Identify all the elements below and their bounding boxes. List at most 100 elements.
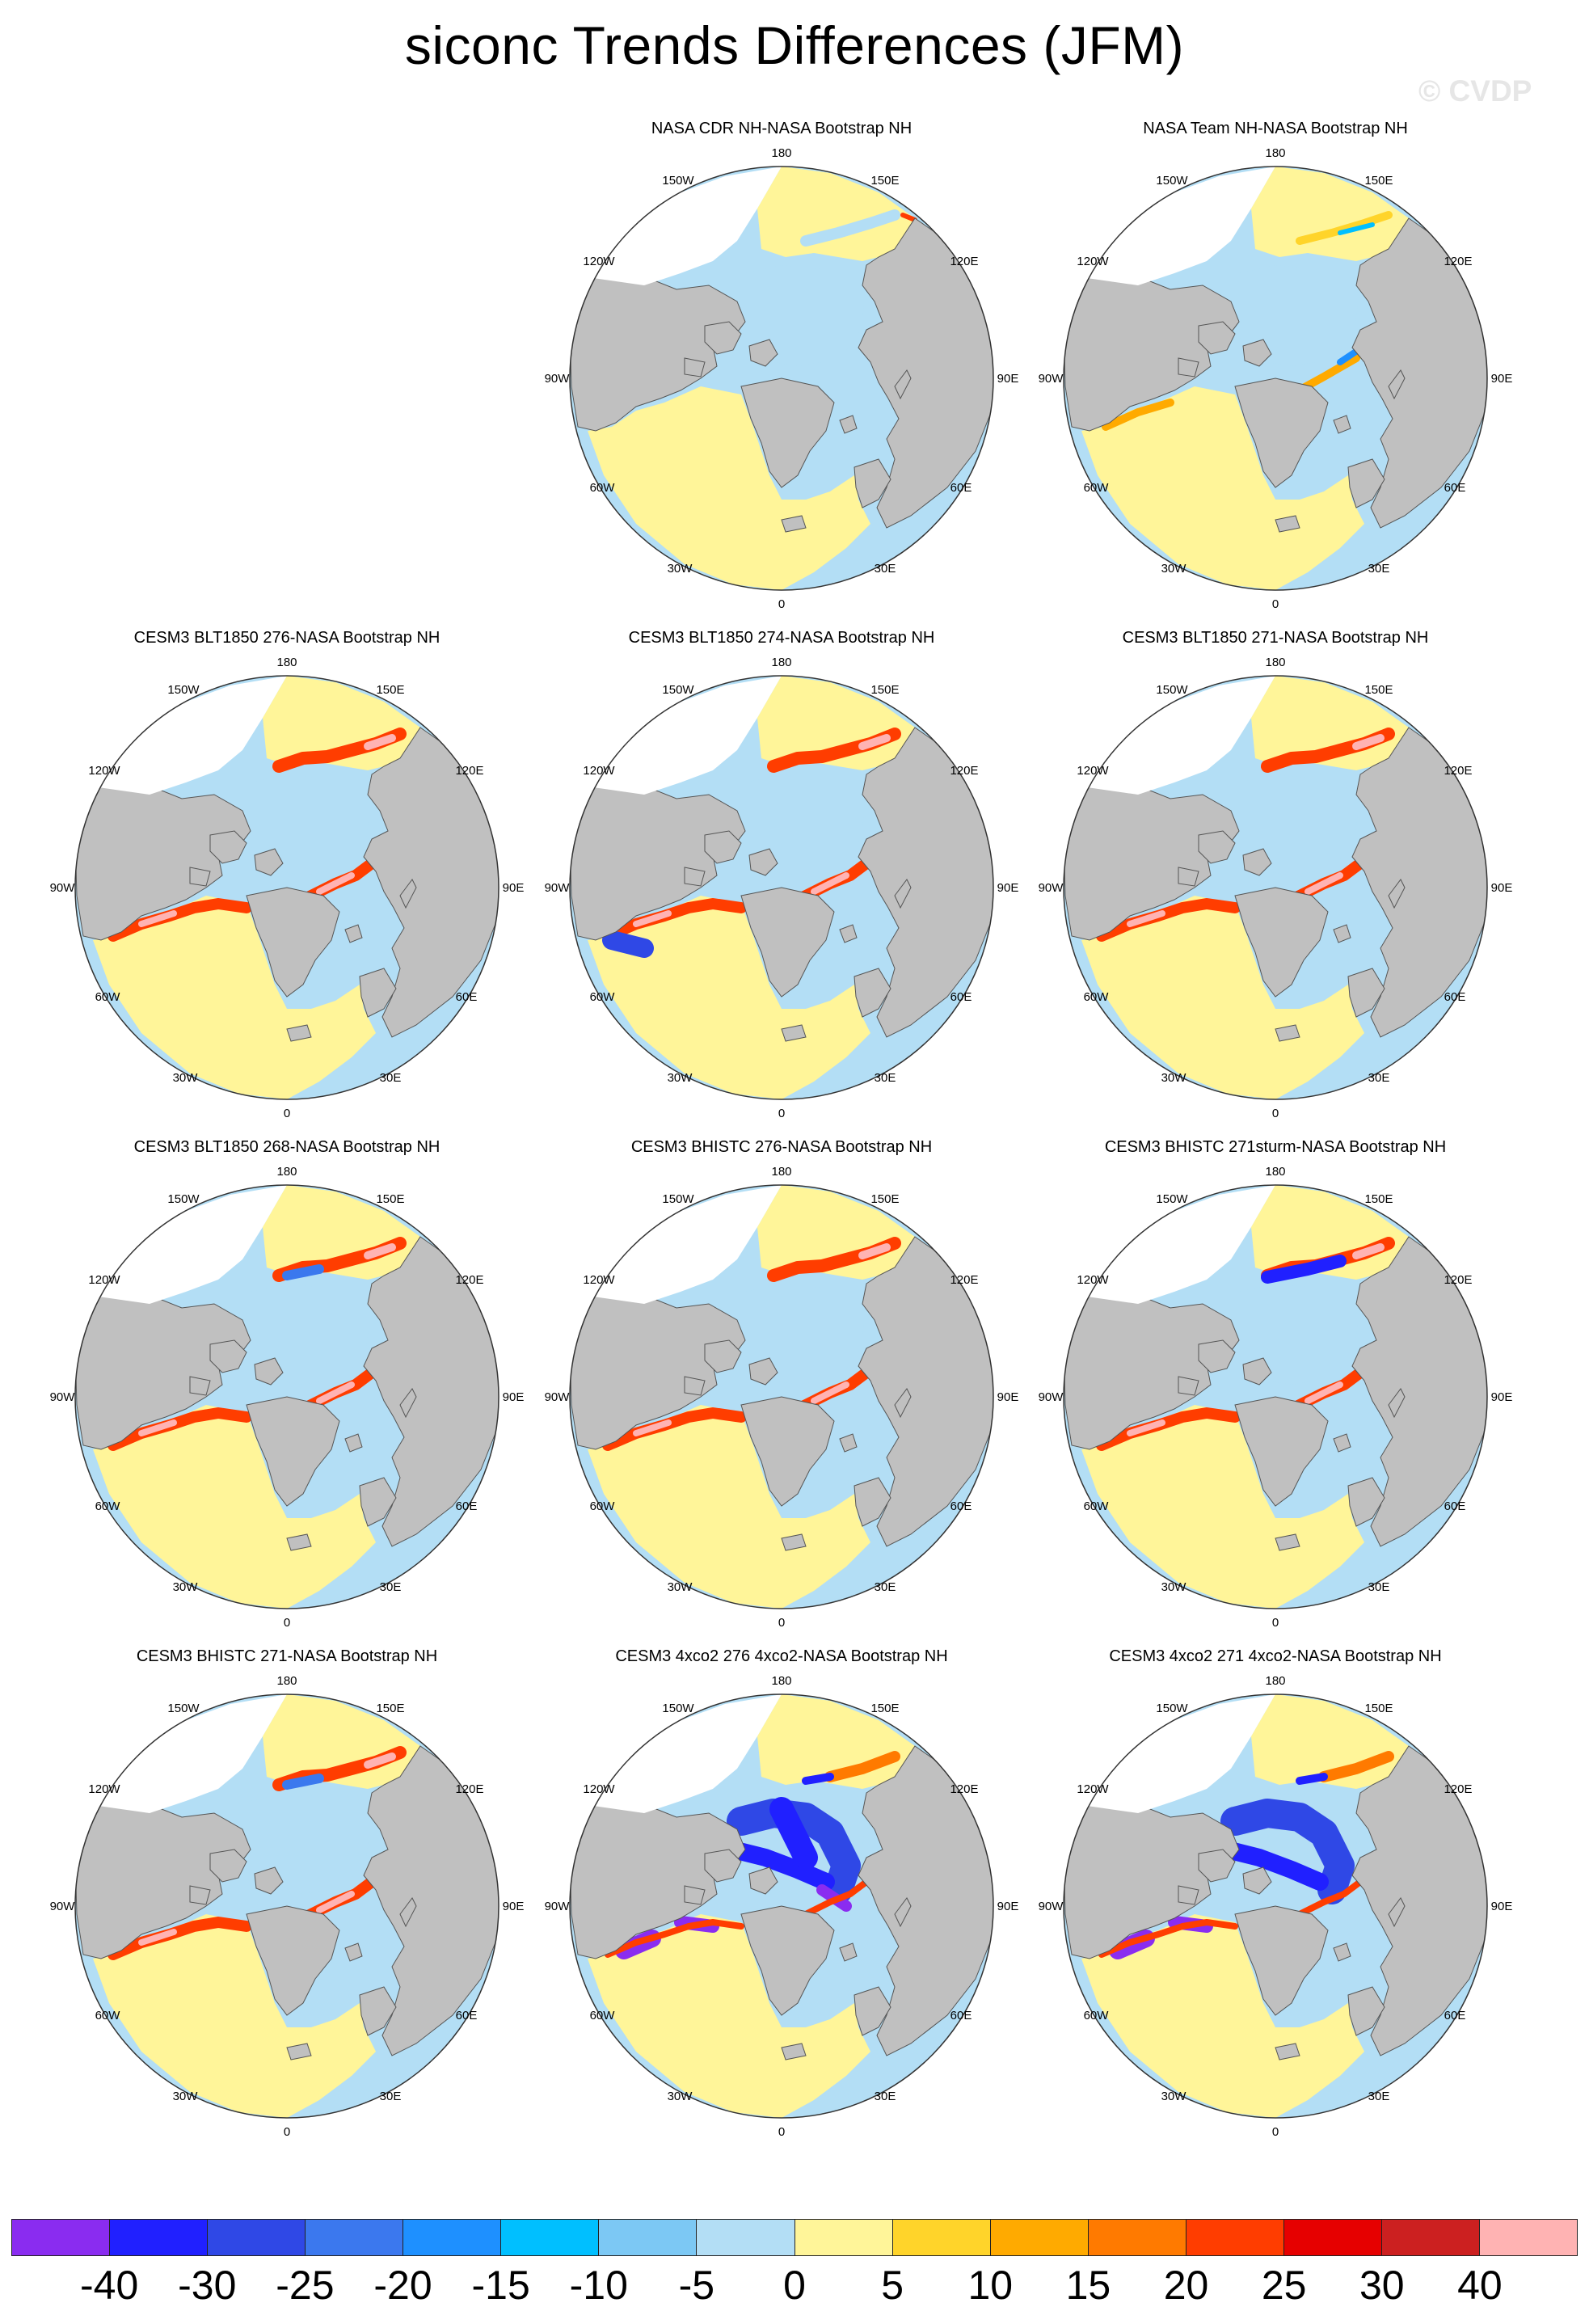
colorbar xyxy=(11,2219,1578,2256)
landmass xyxy=(75,1784,251,1959)
trend-band xyxy=(724,1841,835,1891)
longitude-label: 30W xyxy=(1161,2090,1187,2103)
longitude-label: 120E xyxy=(1444,1782,1472,1796)
trend-band xyxy=(633,1419,672,1436)
longitude-label: 180 xyxy=(771,1165,791,1179)
landmass xyxy=(894,369,912,400)
longitude-label: 30W xyxy=(173,2090,199,2103)
longitude-label: 0 xyxy=(284,1107,290,1120)
longitude-label: 60W xyxy=(590,990,616,1004)
map-panel: CESM3 4xco2 271 4xco2-NASA Bootstrap NH 1… xyxy=(1033,1647,1518,2157)
longitude-label: 150W xyxy=(167,683,200,697)
landmass xyxy=(1388,879,1406,909)
landmass xyxy=(781,1024,807,1042)
map-panel: CESM3 BHISTC 271sturm-NASA Bootstrap NH 1… xyxy=(1033,1138,1518,1647)
colorbar-box xyxy=(1479,2220,1577,2255)
landmass xyxy=(740,1396,835,1507)
longitude-label: 60E xyxy=(1444,990,1466,1004)
page-title: siconc Trends Differences (JFM) xyxy=(404,15,1185,75)
map-panel-title: CESM3 4xco2 271 4xco2-NASA Bootstrap NH xyxy=(1109,1647,1442,1665)
landmass xyxy=(254,848,284,876)
longitude-label: 30E xyxy=(1368,562,1390,576)
landmass xyxy=(854,458,891,508)
longitude-label: 90E xyxy=(503,1390,525,1404)
landmass xyxy=(1234,377,1329,488)
landmass xyxy=(781,515,807,533)
trend-band xyxy=(316,872,355,895)
longitude-label: 150W xyxy=(1156,174,1188,188)
landmass xyxy=(1234,1905,1329,2016)
trend-band xyxy=(364,1243,396,1259)
landmass xyxy=(1275,1533,1300,1551)
colorbar-tick-label: -15 xyxy=(471,2263,530,2308)
landmass xyxy=(1178,357,1199,377)
longitude-label: 30W xyxy=(173,1580,199,1594)
longitude-label: 150W xyxy=(167,1192,200,1206)
trend-band xyxy=(1304,872,1343,895)
colorbar-tick-label: -20 xyxy=(373,2263,432,2308)
landmass xyxy=(1351,1745,1487,2056)
landmass xyxy=(189,867,211,887)
colorbar-tick-label: 10 xyxy=(967,2263,1014,2308)
longitude-label: 60W xyxy=(1084,1499,1110,1513)
longitude-label: 150E xyxy=(1364,1702,1393,1715)
landmass xyxy=(1064,1275,1240,1450)
longitude-label: 30E xyxy=(380,2090,402,2103)
colorbar-box xyxy=(697,2220,795,2255)
polar-stereographic-map: 180 0 150W 150E 120W 120E 90W 90E 60W 60E 30W 30E xyxy=(545,656,1019,1120)
landmass xyxy=(704,830,742,864)
longitude-label: 180 xyxy=(771,656,791,669)
colorbar-tick-label: 0 xyxy=(783,2263,806,2308)
longitude-label: 120W xyxy=(88,764,120,778)
colorbar-tick-label: 25 xyxy=(1261,2263,1307,2308)
longitude-label: 150W xyxy=(1156,1702,1188,1715)
landmass xyxy=(1198,1339,1236,1373)
landmass xyxy=(209,1849,247,1883)
longitude-label: 60E xyxy=(950,1499,972,1513)
colorbar-box xyxy=(1088,2220,1186,2255)
landmass xyxy=(286,1024,312,1042)
map-panel-title: CESM3 BHISTC 271-NASA Bootstrap NH xyxy=(136,1647,438,1665)
longitude-label: 60E xyxy=(950,990,972,1004)
longitude-label: 120E xyxy=(455,1273,483,1287)
longitude-label: 60E xyxy=(456,990,478,1004)
colorbar-tick-label: -10 xyxy=(569,2263,628,2308)
trend-band xyxy=(1096,898,1241,942)
landmass xyxy=(854,1986,891,2036)
colorbar-tick-label: 20 xyxy=(1163,2263,1209,2308)
longitude-label: 30W xyxy=(668,562,693,576)
longitude-label: 90E xyxy=(503,1900,525,1913)
longitude-label: 150W xyxy=(662,174,694,188)
longitude-label: 150W xyxy=(167,1702,200,1715)
longitude-label: 150W xyxy=(1156,683,1188,697)
landmass xyxy=(1178,1885,1199,1905)
longitude-label: 90E xyxy=(1491,1390,1513,1404)
longitude-label: 120W xyxy=(583,1273,615,1287)
colorbar-tick-label: -5 xyxy=(678,2263,715,2308)
longitude-label: 30E xyxy=(1368,2090,1390,2103)
longitude-label: 0 xyxy=(1272,1107,1279,1120)
landmass xyxy=(570,1275,746,1450)
landmass xyxy=(684,357,706,377)
landmass xyxy=(1275,515,1300,533)
trend-band xyxy=(1261,1255,1347,1284)
landmass xyxy=(363,1236,499,1547)
polar-stereographic-map: 180 0 150W 150E 120W 120E 90W 90E 60W 60E 30W 30E xyxy=(1039,1165,1513,1630)
landmass xyxy=(399,1897,417,1928)
landmass xyxy=(344,1942,363,1962)
longitude-label: 30E xyxy=(875,2090,896,2103)
landmass xyxy=(1275,1024,1300,1042)
longitude-label: 90E xyxy=(503,881,525,895)
longitude-label: 60W xyxy=(1084,2009,1110,2022)
longitude-label: 120W xyxy=(583,764,615,778)
landmass xyxy=(189,1376,211,1396)
longitude-label: 90E xyxy=(1491,372,1513,386)
colorbar-box xyxy=(794,2220,893,2255)
map-panel: CESM3 BHISTC 276-NASA Bootstrap NH 180 0 15… xyxy=(539,1138,1024,1647)
landmass xyxy=(363,1745,499,2056)
colorbar-box xyxy=(403,2220,502,2255)
colorbar-tick-label: 15 xyxy=(1065,2263,1111,2308)
longitude-label: 60W xyxy=(95,2009,121,2022)
trend-band xyxy=(824,1751,900,1782)
longitude-label: 90W xyxy=(545,1390,571,1404)
